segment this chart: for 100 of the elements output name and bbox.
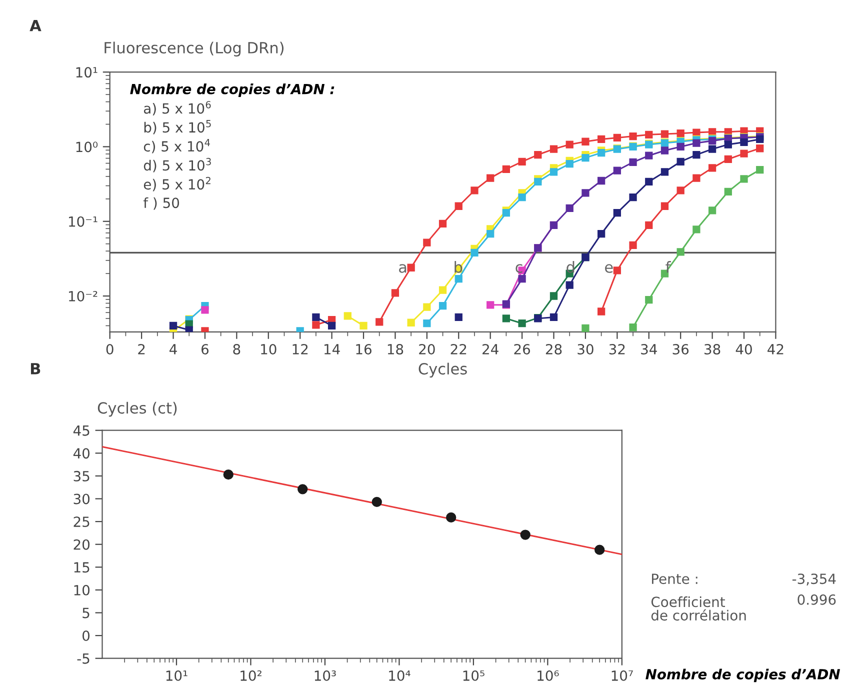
y-axis-title: Cycles (ct) bbox=[98, 402, 177, 417]
x-tick-label: 24 bbox=[482, 344, 498, 354]
x-tick-label: 42 bbox=[768, 344, 784, 354]
point bbox=[629, 324, 637, 332]
x-tick-label: 32 bbox=[609, 344, 625, 355]
point bbox=[613, 134, 621, 142]
point bbox=[582, 154, 590, 162]
point bbox=[598, 135, 606, 144]
point bbox=[344, 312, 352, 320]
point bbox=[629, 193, 637, 202]
point bbox=[328, 322, 336, 330]
point bbox=[407, 318, 415, 326]
point bbox=[391, 289, 400, 297]
annotation: b) 5 x 10$^{5}$ bbox=[144, 120, 211, 134]
y-tick-label: 5 bbox=[82, 608, 90, 618]
point bbox=[645, 178, 653, 186]
point bbox=[676, 186, 684, 194]
point bbox=[724, 155, 732, 164]
x-tick-label: 6 bbox=[202, 344, 209, 355]
point bbox=[502, 209, 510, 217]
x-axis-title: Nombre de copies d’ADN bbox=[646, 668, 840, 682]
point bbox=[613, 209, 621, 217]
annotation: a bbox=[399, 264, 406, 273]
point bbox=[645, 130, 653, 138]
x-tick-label: 34 bbox=[641, 344, 657, 355]
point bbox=[446, 512, 456, 523]
annotation: d) 5 x 10$^{3}$ bbox=[144, 158, 211, 172]
x-tick-label: 2 bbox=[138, 344, 145, 354]
point bbox=[598, 308, 606, 316]
point bbox=[423, 238, 431, 246]
point bbox=[708, 206, 716, 214]
point bbox=[185, 326, 193, 332]
point bbox=[756, 166, 764, 174]
x-tick-label: 26 bbox=[514, 344, 530, 355]
point bbox=[724, 188, 732, 196]
point bbox=[598, 176, 606, 185]
y-tick-label: 0 bbox=[82, 630, 90, 642]
x-tick-label: 20 bbox=[419, 344, 435, 355]
text: Coefficient de corrélation bbox=[651, 596, 746, 621]
point bbox=[438, 220, 447, 228]
point bbox=[660, 168, 669, 176]
point bbox=[201, 306, 209, 314]
point bbox=[376, 318, 384, 326]
point bbox=[423, 320, 431, 328]
point bbox=[534, 178, 542, 186]
y-axis-title: Fluorescence (Log DRn) bbox=[104, 42, 284, 56]
y-tick-label: -5 bbox=[77, 654, 90, 664]
x-tick-label: 22 bbox=[450, 344, 466, 354]
point bbox=[660, 130, 669, 138]
point bbox=[518, 274, 526, 283]
x-tick-label: 40 bbox=[736, 344, 752, 355]
point bbox=[629, 158, 637, 166]
point bbox=[756, 135, 764, 144]
point bbox=[520, 530, 530, 540]
point bbox=[645, 221, 653, 229]
point bbox=[692, 226, 700, 234]
point bbox=[566, 140, 574, 148]
point bbox=[582, 189, 590, 197]
x-axis-title: Cycles bbox=[418, 362, 467, 378]
point bbox=[740, 150, 748, 158]
point bbox=[692, 150, 700, 159]
x-tick-label: 12 bbox=[292, 344, 308, 354]
point bbox=[438, 302, 447, 310]
point bbox=[756, 144, 764, 152]
point bbox=[566, 160, 574, 168]
x-tick-label: 18 bbox=[388, 344, 404, 355]
point bbox=[676, 130, 684, 138]
point bbox=[550, 292, 558, 300]
point bbox=[454, 274, 462, 283]
point bbox=[470, 186, 478, 194]
point bbox=[676, 142, 684, 151]
y-tick-label: 10⁻² bbox=[68, 290, 98, 302]
annotation: Nombre de copies d’ADN : bbox=[130, 84, 334, 97]
point bbox=[692, 174, 700, 182]
point bbox=[582, 138, 590, 146]
x-tick-label: 28 bbox=[546, 344, 562, 355]
point bbox=[486, 174, 494, 182]
x-tick-label: 10 bbox=[261, 344, 276, 355]
point bbox=[613, 266, 621, 274]
x-tick-label: 0 bbox=[106, 344, 114, 355]
point bbox=[372, 496, 382, 508]
point bbox=[534, 150, 542, 159]
x-tick-label: 30 bbox=[578, 344, 594, 355]
text: -3,354 bbox=[792, 574, 836, 586]
point bbox=[629, 132, 637, 140]
point bbox=[454, 202, 462, 210]
point bbox=[407, 264, 415, 272]
point bbox=[740, 175, 748, 183]
point bbox=[518, 193, 526, 202]
point bbox=[518, 158, 526, 166]
point bbox=[676, 248, 684, 256]
y-tick-label: 35 bbox=[74, 470, 90, 482]
point bbox=[312, 321, 320, 329]
annotation: e bbox=[605, 264, 613, 273]
y-tick-label: 10 bbox=[74, 584, 90, 596]
y-tick-label: 10¹ bbox=[76, 67, 98, 78]
x-tick-label: 10⁴ bbox=[389, 670, 410, 681]
point bbox=[708, 164, 716, 172]
point bbox=[298, 484, 308, 494]
point bbox=[223, 470, 234, 480]
